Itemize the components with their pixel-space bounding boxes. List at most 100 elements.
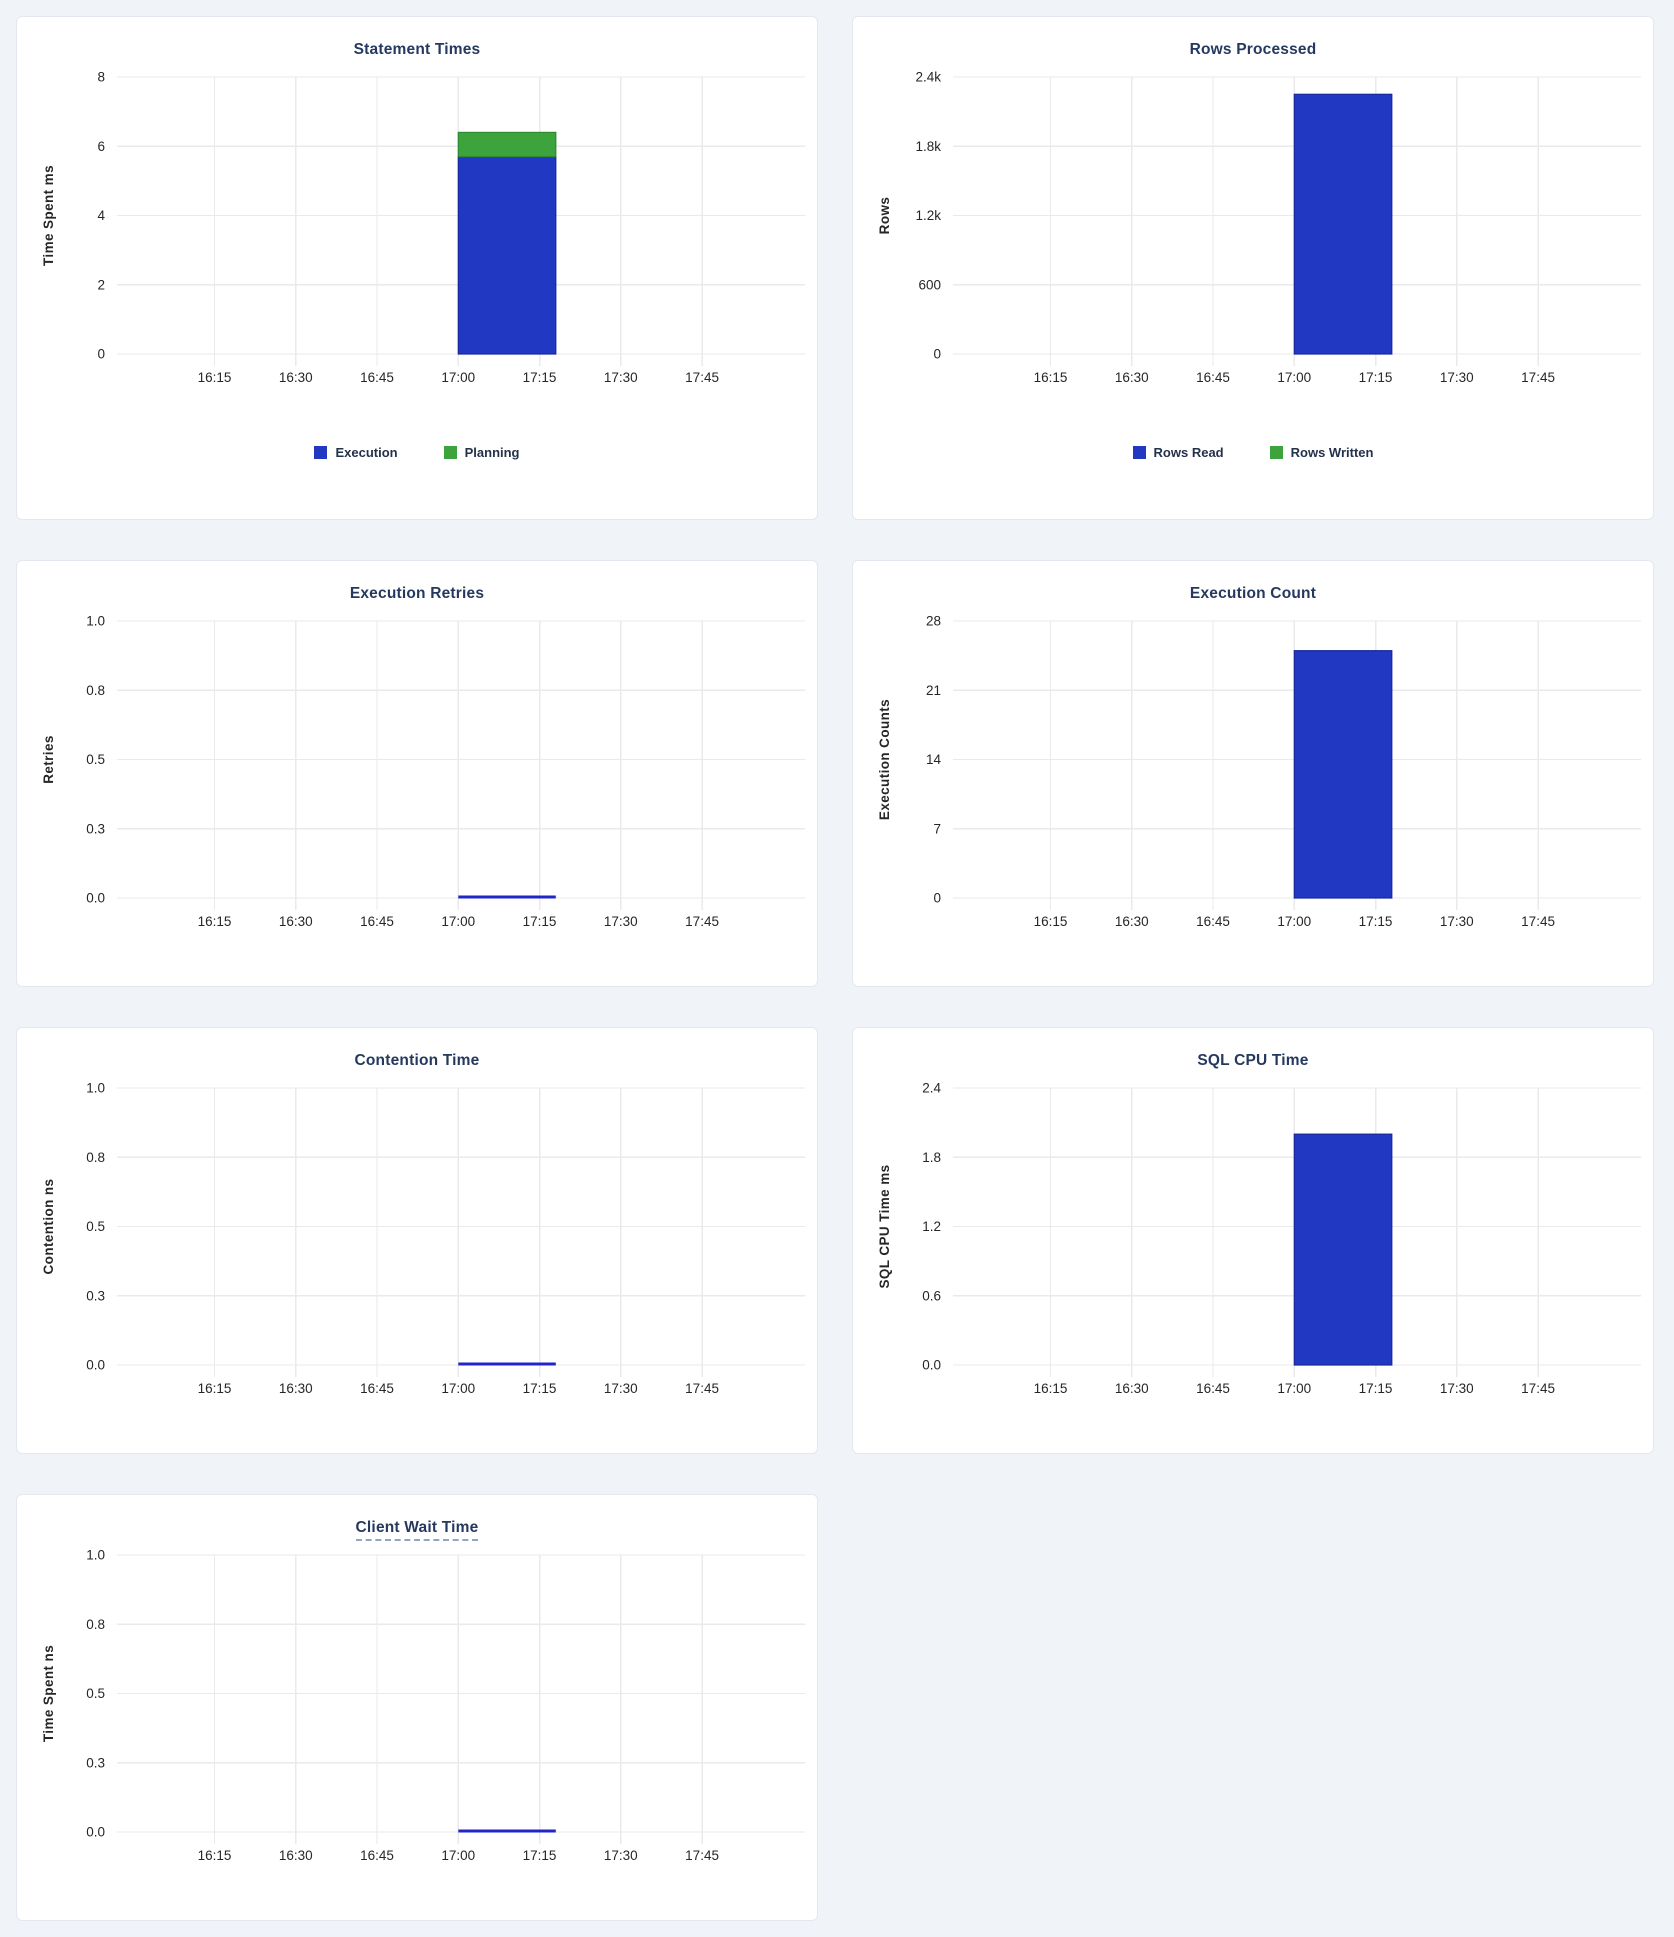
svg-text:21: 21 [926,683,941,698]
svg-text:16:15: 16:15 [1034,914,1068,929]
chart-title-client-wait-time: Client Wait Time [17,1495,817,1543]
chart-card-sql-cpu-time: SQL CPU Time 2.4 1.8 1.2 0.6 0.0 16:15 16:30 16… [852,1027,1654,1454]
chart-card-contention-time: Contention Time 1.0 0.8 0.5 0.3 0.0 16:15 16:3… [16,1027,818,1454]
svg-text:1.0: 1.0 [86,1081,105,1096]
svg-text:600: 600 [918,277,941,292]
svg-text:Rows: Rows [877,197,892,235]
legend-swatch [1132,446,1146,459]
chart-plot-statement-times[interactable]: 8 6 4 2 0 16:15 16:30 16:45 17:00 17:15 17:30 17:45… [17,65,817,399]
svg-text:17:30: 17:30 [1440,370,1474,385]
svg-text:0.5: 0.5 [86,1219,105,1234]
svg-text:16:15: 16:15 [198,370,232,385]
svg-text:17:45: 17:45 [685,370,719,385]
svg-text:16:15: 16:15 [198,1848,232,1863]
svg-text:16:30: 16:30 [279,370,313,385]
svg-text:Time Spent ms: Time Spent ms [41,165,56,266]
svg-text:17:00: 17:00 [1277,1381,1311,1396]
chart-plot-rows-processed[interactable]: 2.4k 1.8k 1.2k 600 0 16:15 16:30 16:45 17:00 17:1… [853,65,1653,399]
svg-text:0.8: 0.8 [86,683,105,698]
svg-text:16:15: 16:15 [198,1381,232,1396]
legend-swatch [314,446,328,459]
svg-text:2: 2 [97,277,105,292]
svg-text:0.0: 0.0 [922,1358,941,1373]
svg-text:16:45: 16:45 [1196,1381,1230,1396]
svg-text:17:15: 17:15 [1359,370,1393,385]
svg-text:17:45: 17:45 [685,914,719,929]
svg-text:17:00: 17:00 [441,1848,475,1863]
legend-label: Rows Read [1153,445,1224,460]
svg-text:17:30: 17:30 [1440,914,1474,929]
svg-text:16:30: 16:30 [1115,370,1149,385]
svg-text:Execution Counts: Execution Counts [877,699,892,820]
svg-text:Time Spent ns: Time Spent ns [41,1645,56,1742]
svg-text:1.0: 1.0 [86,1548,105,1563]
svg-text:1.2k: 1.2k [915,208,941,223]
chart-plot-execution-count[interactable]: 28 21 14 7 0 16:15 16:30 16:45 17:00 17:15 17:30 17… [853,609,1653,943]
svg-text:17:30: 17:30 [604,370,638,385]
svg-text:4: 4 [97,208,105,223]
svg-text:7: 7 [933,821,941,836]
svg-text:0.3: 0.3 [86,821,105,836]
chart-card-execution-count: Execution Count 28 21 14 7 0 16:15 16:30 16:45 1… [852,560,1654,987]
svg-text:17:30: 17:30 [1440,1381,1474,1396]
chart-title-statement-times: Statement Times [17,17,817,65]
svg-text:2.4k: 2.4k [915,70,941,85]
svg-text:16:45: 16:45 [1196,914,1230,929]
svg-text:0.0: 0.0 [86,1358,105,1373]
svg-text:Retries: Retries [41,735,56,784]
chart-title-text-tooltip[interactable]: Client Wait Time [355,1519,479,1541]
svg-text:16:45: 16:45 [360,370,394,385]
chart-title-text: Contention Time [354,1052,480,1069]
svg-text:17:45: 17:45 [685,1848,719,1863]
chart-plot-execution-retries[interactable]: 1.0 0.8 0.5 0.3 0.0 16:15 16:30 16:45 17:00 17:15… [17,609,817,943]
svg-text:16:45: 16:45 [1196,370,1230,385]
svg-text:16:15: 16:15 [198,914,232,929]
chart-legend-rows-processed: Rows Read Rows Written [853,445,1653,460]
svg-text:17:15: 17:15 [523,1381,557,1396]
svg-text:1.8: 1.8 [922,1150,941,1165]
svg-text:17:00: 17:00 [441,914,475,929]
svg-text:17:00: 17:00 [441,370,475,385]
svg-text:17:15: 17:15 [523,1848,557,1863]
chart-title-rows-processed: Rows Processed [853,17,1653,65]
svg-text:17:00: 17:00 [1277,370,1311,385]
svg-text:28: 28 [926,614,941,629]
svg-text:16:30: 16:30 [279,1848,313,1863]
svg-text:0.6: 0.6 [922,1288,941,1303]
chart-title-text: Statement Times [353,41,481,58]
svg-text:16:15: 16:15 [1034,1381,1068,1396]
svg-text:16:15: 16:15 [1034,370,1068,385]
svg-text:SQL CPU Time ms: SQL CPU Time ms [877,1164,892,1288]
legend-label: Planning [464,445,520,460]
svg-text:17:45: 17:45 [1521,370,1555,385]
svg-text:17:15: 17:15 [1359,1381,1393,1396]
svg-text:0.8: 0.8 [86,1617,105,1632]
svg-text:0.3: 0.3 [86,1755,105,1770]
svg-text:17:15: 17:15 [523,370,557,385]
svg-text:0.8: 0.8 [86,1150,105,1165]
svg-text:0: 0 [933,891,941,906]
svg-text:1.0: 1.0 [86,614,105,629]
legend-label: Rows Written [1290,445,1374,460]
svg-text:16:45: 16:45 [360,914,394,929]
chart-plot-sql-cpu-time[interactable]: 2.4 1.8 1.2 0.6 0.0 16:15 16:30 16:45 17:00 17:15… [853,1076,1653,1410]
svg-text:16:30: 16:30 [279,914,313,929]
legend-item: Execution [314,445,398,460]
chart-plot-client-wait-time[interactable]: 1.0 0.8 0.5 0.3 0.0 16:15 16:30 16:45 17:00 17:15… [17,1543,817,1877]
legend-item: Rows Written [1269,445,1374,460]
svg-text:16:30: 16:30 [1115,914,1149,929]
svg-text:6: 6 [97,139,105,154]
chart-plot-contention-time[interactable]: 1.0 0.8 0.5 0.3 0.0 16:15 16:30 16:45 17:00 17:15… [17,1076,817,1410]
chart-card-statement-times: Statement Times 8 6 4 2 0 16:15 16:30 16:45 17:0… [16,16,818,520]
svg-text:8: 8 [97,70,105,85]
svg-text:17:45: 17:45 [685,1381,719,1396]
chart-title-text: Execution Count [1189,585,1317,602]
legend-swatch [443,446,457,459]
svg-text:17:30: 17:30 [604,914,638,929]
svg-text:0.5: 0.5 [86,752,105,767]
svg-text:2.4: 2.4 [922,1081,941,1096]
chart-card-rows-processed: Rows Processed 2.4k 1.8k 1.2k 600 0 16:15 16:3… [852,16,1654,520]
chart-legend-statement-times: Execution Planning [17,445,817,460]
svg-text:16:45: 16:45 [360,1848,394,1863]
svg-text:0: 0 [97,347,105,362]
